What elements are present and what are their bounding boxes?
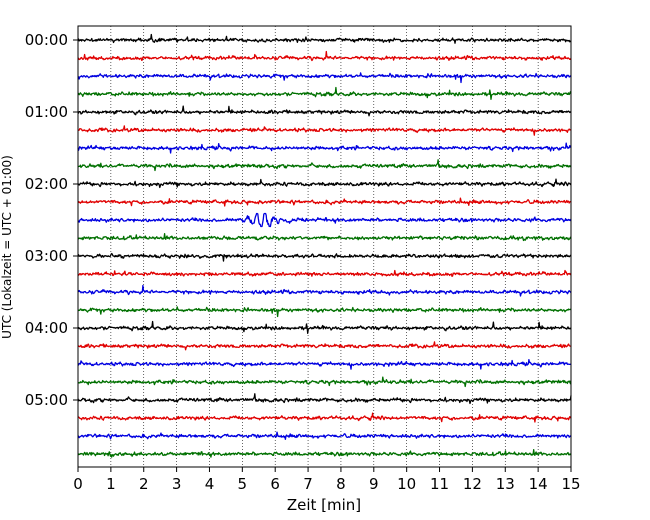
seismogram-trace	[77, 159, 572, 172]
trace-group	[77, 33, 572, 458]
x-tick-label: 6	[270, 475, 280, 493]
x-tick-label: 14	[529, 475, 548, 493]
seismogram-trace	[77, 125, 572, 136]
x-tick-label: 15	[561, 475, 580, 493]
y-tick-label: 01:00	[25, 103, 68, 121]
seismogram-trace	[77, 252, 572, 262]
seismogram-trace	[77, 33, 572, 44]
seismogram-trace	[77, 233, 572, 242]
x-tick-label: 11	[430, 475, 449, 493]
x-tick-label: 12	[463, 475, 482, 493]
x-tick-label: 5	[238, 475, 248, 493]
x-tick-label: 9	[369, 475, 379, 493]
seismogram-trace	[77, 197, 572, 207]
x-axis-title: Zeit [min]	[287, 496, 361, 514]
x-tick-label: 0	[73, 475, 83, 493]
x-tick-label: 10	[397, 475, 416, 493]
seismogram-trace	[77, 86, 572, 100]
y-axis-title: UTC (Lokalzeit = UTC + 01:00)	[0, 155, 14, 339]
y-axis: 00:00 01:00 02:00 03:00 04:00 05:00	[25, 31, 78, 409]
seismogram-trace	[77, 431, 572, 440]
seismogram-trace	[77, 142, 572, 154]
y-tick-label: 00:00	[25, 31, 68, 49]
seismogram-trace	[77, 212, 572, 228]
y-tick-label: 04:00	[25, 319, 68, 337]
seismogram-trace	[77, 341, 572, 351]
seismogram-trace	[77, 320, 572, 334]
y-tick-label: 02:00	[25, 175, 68, 193]
seismogram-trace	[77, 358, 572, 370]
seismogram-trace	[77, 269, 572, 277]
y-tick-label: 03:00	[25, 247, 68, 265]
x-tick-label: 1	[106, 475, 116, 493]
x-tick-label: 3	[172, 475, 182, 493]
plot-frame	[77, 25, 572, 468]
seismogram-trace	[77, 50, 572, 62]
seismogram-trace	[77, 449, 572, 458]
x-tick-label: 8	[336, 475, 346, 493]
seismogram-trace	[77, 284, 572, 297]
x-tick-label: 13	[496, 475, 515, 493]
x-axis: 0 1 2 3 4 5 6 7 8 9 10 11 12 13 14 15	[73, 467, 581, 493]
seismogram-trace	[77, 105, 572, 117]
seismogram-trace	[77, 376, 572, 388]
seismogram-trace	[77, 306, 572, 318]
x-tick-label: 4	[205, 475, 215, 493]
y-tick-label: 05:00	[25, 391, 68, 409]
seismogram-trace	[77, 178, 572, 189]
x-tick-label: 7	[303, 475, 313, 493]
seismogram-trace	[77, 393, 572, 405]
seismogram-trace	[77, 72, 572, 84]
x-tick-label: 2	[139, 475, 149, 493]
seismogram-trace	[77, 412, 572, 423]
